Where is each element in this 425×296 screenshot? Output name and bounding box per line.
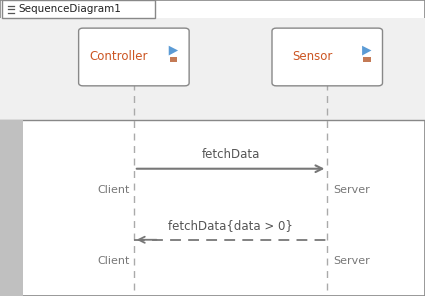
Bar	[363, 57, 371, 62]
Polygon shape	[362, 46, 371, 56]
Text: fetchData{data > 0}: fetchData{data > 0}	[168, 219, 293, 231]
Bar	[170, 57, 177, 62]
Text: Controller: Controller	[90, 51, 148, 63]
Bar	[0, 120, 23, 296]
FancyBboxPatch shape	[2, 0, 155, 18]
Text: Client: Client	[97, 185, 130, 195]
Text: Server: Server	[334, 185, 370, 195]
FancyBboxPatch shape	[79, 28, 189, 86]
FancyBboxPatch shape	[272, 28, 382, 86]
Text: Server: Server	[334, 256, 370, 266]
Text: fetchData: fetchData	[201, 148, 260, 160]
Text: Sensor: Sensor	[292, 51, 332, 63]
Text: SequenceDiagram1: SequenceDiagram1	[18, 4, 121, 14]
Text: Client: Client	[97, 256, 130, 266]
Bar	[0, 18, 425, 120]
Polygon shape	[169, 46, 178, 56]
